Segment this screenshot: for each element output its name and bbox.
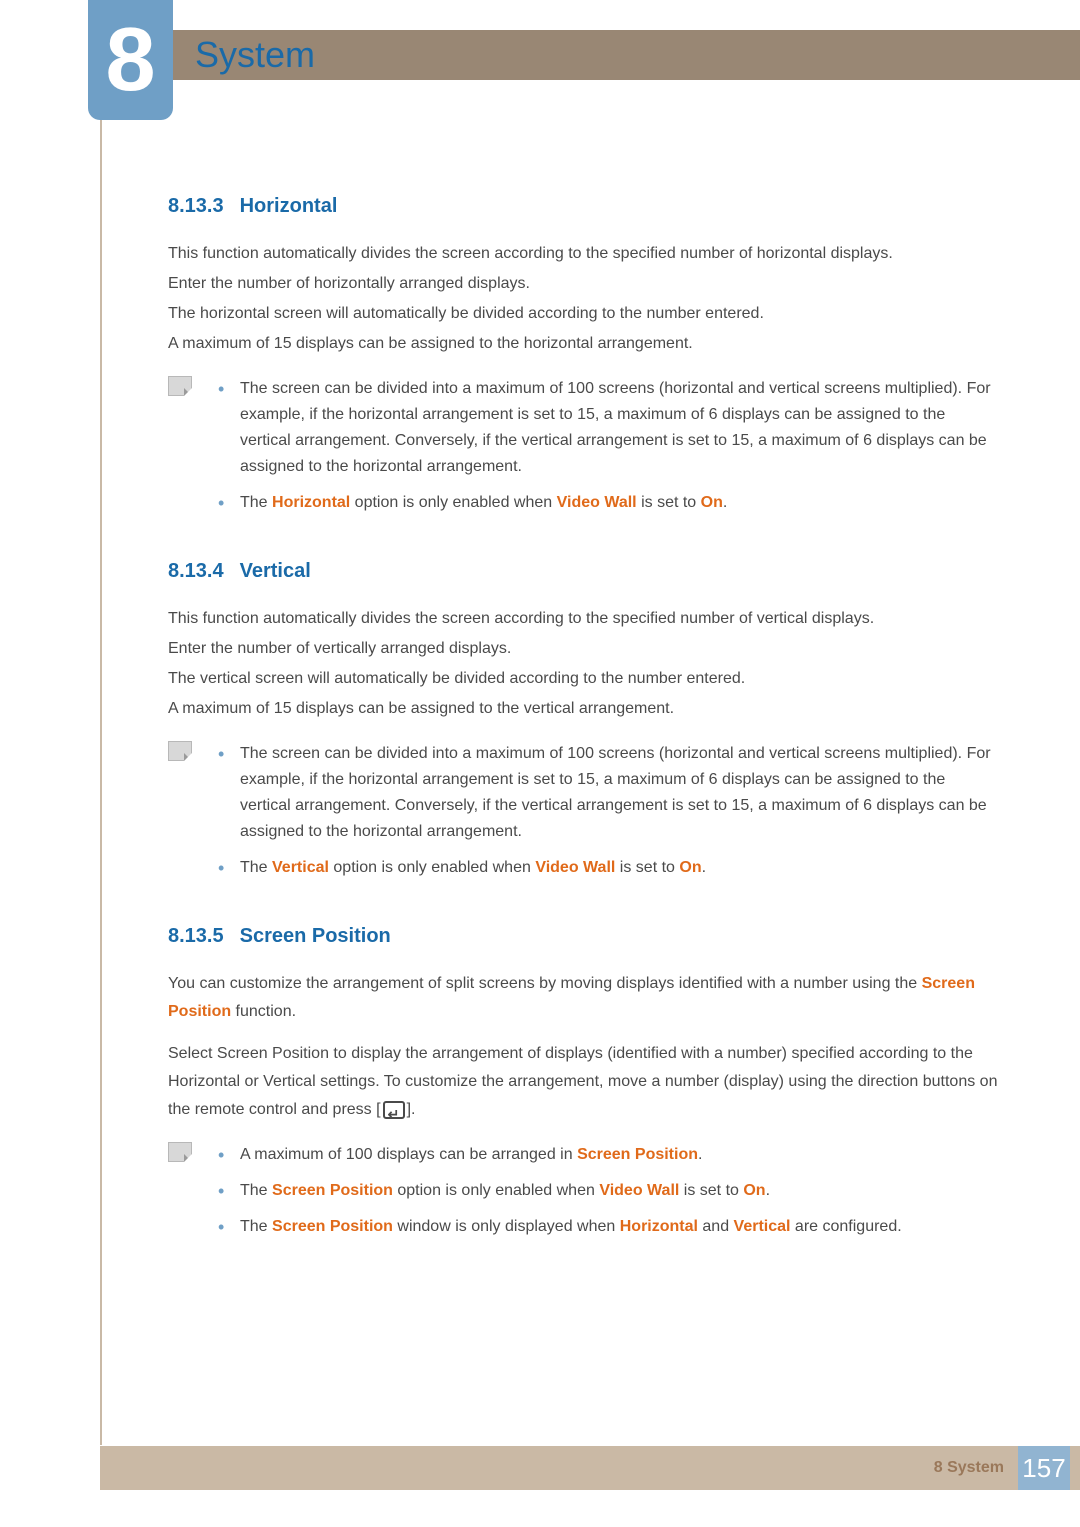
enter-key-icon xyxy=(383,1101,405,1119)
note-text: The Screen Position option is only enabl… xyxy=(240,1178,998,1204)
bullet-icon: • xyxy=(218,1214,240,1240)
note-item: •The Horizontal option is only enabled w… xyxy=(218,490,998,516)
content: 8.13.3 Horizontal This function automatica… xyxy=(168,195,998,1284)
body-paragraph: Select Screen Position to display the ar… xyxy=(168,1040,998,1124)
highlight: On xyxy=(679,859,701,876)
section-heading: 8.13.3 Horizontal xyxy=(168,195,998,218)
highlight: Screen Position xyxy=(168,975,975,1020)
chapter-number: 8 xyxy=(105,15,155,105)
bullet-icon: • xyxy=(218,1142,240,1168)
highlight: Screen Position xyxy=(577,1146,698,1163)
body-paragraph: This function automatically divides the … xyxy=(168,240,998,268)
page: 8 System 8.13.3 Horizontal This function a… xyxy=(0,0,1080,1527)
section-title: Vertical xyxy=(240,560,311,583)
body-paragraph: Enter the number of horizontally arrange… xyxy=(168,270,998,298)
highlight: Vertical xyxy=(734,1218,791,1235)
section-heading: 8.13.4 Vertical xyxy=(168,560,998,583)
note-list: •A maximum of 100 displays can be arrang… xyxy=(218,1142,998,1250)
body-paragraph: The horizontal screen will automatically… xyxy=(168,300,998,328)
note-item: •The Vertical option is only enabled whe… xyxy=(218,855,998,881)
note-text: The Horizontal option is only enabled wh… xyxy=(240,490,998,516)
note-item: •The screen can be divided into a maximu… xyxy=(218,376,998,480)
section-title: Screen Position xyxy=(240,925,391,948)
note-text: The Vertical option is only enabled when… xyxy=(240,855,998,881)
note-text: The Screen Position window is only displ… xyxy=(240,1214,998,1240)
footer-page-number: 157 xyxy=(1022,1453,1065,1484)
body-paragraph: The vertical screen will automatically b… xyxy=(168,665,998,693)
note-icon xyxy=(168,1142,218,1250)
section-title: Horizontal xyxy=(240,195,338,218)
bullet-icon: • xyxy=(218,376,240,480)
highlight: On xyxy=(743,1182,765,1199)
highlight: Video Wall xyxy=(557,494,637,511)
highlight: Screen Position xyxy=(272,1218,393,1235)
note-item: •The screen can be divided into a maximu… xyxy=(218,741,998,845)
chapter-tab: 8 xyxy=(88,0,173,120)
highlight: On xyxy=(701,494,723,511)
note-block: •The screen can be divided into a maximu… xyxy=(168,741,998,891)
highlight: Horizontal xyxy=(272,494,350,511)
section-body: This function automatically divides the … xyxy=(168,605,998,723)
bullet-icon: • xyxy=(218,741,240,845)
note-item: •The Screen Position option is only enab… xyxy=(218,1178,998,1204)
section-body: You can customize the arrangement of spl… xyxy=(168,970,998,1124)
bullet-icon: • xyxy=(218,1178,240,1204)
highlight: Video Wall xyxy=(599,1182,679,1199)
body-paragraph: You can customize the arrangement of spl… xyxy=(168,970,998,1026)
footer-page-box: 157 xyxy=(1018,1446,1070,1490)
bullet-icon: • xyxy=(218,490,240,516)
note-text: The screen can be divided into a maximum… xyxy=(240,376,998,480)
highlight: Horizontal xyxy=(620,1218,698,1235)
note-block: •The screen can be divided into a maximu… xyxy=(168,376,998,526)
body-paragraph: A maximum of 15 displays can be assigned… xyxy=(168,330,998,358)
section-heading: 8.13.5 Screen Position xyxy=(168,925,998,948)
note-icon xyxy=(168,741,218,891)
body-paragraph: Enter the number of vertically arranged … xyxy=(168,635,998,663)
section-number: 8.13.3 xyxy=(168,195,224,218)
highlight: Screen Position xyxy=(272,1182,393,1199)
bullet-icon: • xyxy=(218,855,240,881)
section: 8.13.3 Horizontal This function automatica… xyxy=(168,195,998,526)
note-icon xyxy=(168,376,218,526)
left-rule xyxy=(100,0,102,1445)
body-paragraph: This function automatically divides the … xyxy=(168,605,998,633)
note-text: The screen can be divided into a maximum… xyxy=(240,741,998,845)
note-item: •A maximum of 100 displays can be arrang… xyxy=(218,1142,998,1168)
section: 8.13.5Screen PositionYou can customize t… xyxy=(168,925,998,1250)
section: 8.13.4 Vertical This function automaticall… xyxy=(168,560,998,891)
note-text: A maximum of 100 displays can be arrange… xyxy=(240,1142,998,1168)
section-number: 8.13.4 xyxy=(168,560,224,583)
footer: 8 System 157 xyxy=(100,1446,1080,1490)
note-block: •A maximum of 100 displays can be arrang… xyxy=(168,1142,998,1250)
body-paragraph: A maximum of 15 displays can be assigned… xyxy=(168,695,998,723)
chapter-title: System xyxy=(195,34,315,76)
note-item: •The Screen Position window is only disp… xyxy=(218,1214,998,1240)
highlight: Vertical xyxy=(272,859,329,876)
section-body: This function automatically divides the … xyxy=(168,240,998,358)
section-number: 8.13.5 xyxy=(168,925,224,948)
footer-label: 8 System xyxy=(934,1459,1004,1477)
highlight: Video Wall xyxy=(535,859,615,876)
note-list: •The screen can be divided into a maximu… xyxy=(218,741,998,891)
note-list: •The screen can be divided into a maximu… xyxy=(218,376,998,526)
